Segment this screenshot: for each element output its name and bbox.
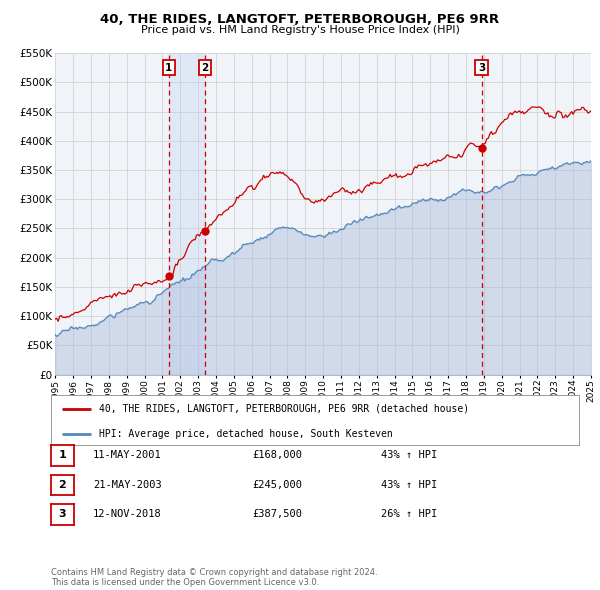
Text: 3: 3: [59, 510, 66, 519]
Text: 43% ↑ HPI: 43% ↑ HPI: [381, 480, 437, 490]
Text: 2: 2: [202, 63, 209, 73]
Text: £387,500: £387,500: [252, 510, 302, 519]
Bar: [169, 53, 205, 375]
Text: 1: 1: [59, 451, 66, 460]
Text: 1: 1: [165, 63, 172, 73]
Text: £245,000: £245,000: [252, 480, 302, 490]
Text: 11-MAY-2001: 11-MAY-2001: [93, 451, 162, 460]
Text: 3: 3: [478, 63, 485, 73]
Text: £168,000: £168,000: [252, 451, 302, 460]
Text: 40, THE RIDES, LANGTOFT, PETERBOROUGH, PE6 9RR: 40, THE RIDES, LANGTOFT, PETERBOROUGH, P…: [100, 13, 500, 26]
Text: Contains HM Land Registry data © Crown copyright and database right 2024.
This d: Contains HM Land Registry data © Crown c…: [51, 568, 377, 587]
Text: 40, THE RIDES, LANGTOFT, PETERBOROUGH, PE6 9RR (detached house): 40, THE RIDES, LANGTOFT, PETERBOROUGH, P…: [98, 404, 469, 414]
Text: 2: 2: [59, 480, 66, 490]
Text: 12-NOV-2018: 12-NOV-2018: [93, 510, 162, 519]
Text: 43% ↑ HPI: 43% ↑ HPI: [381, 451, 437, 460]
Text: 21-MAY-2003: 21-MAY-2003: [93, 480, 162, 490]
Text: Price paid vs. HM Land Registry's House Price Index (HPI): Price paid vs. HM Land Registry's House …: [140, 25, 460, 35]
Text: HPI: Average price, detached house, South Kesteven: HPI: Average price, detached house, Sout…: [98, 430, 392, 440]
Text: 26% ↑ HPI: 26% ↑ HPI: [381, 510, 437, 519]
